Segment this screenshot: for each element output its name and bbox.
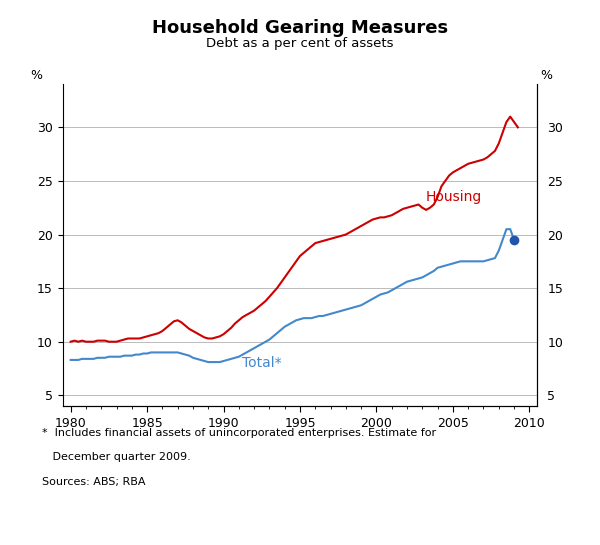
Text: Household Gearing Measures: Household Gearing Measures xyxy=(152,19,448,37)
Text: %: % xyxy=(540,69,552,82)
Text: Housing: Housing xyxy=(425,190,482,204)
Text: Debt as a per cent of assets: Debt as a per cent of assets xyxy=(206,37,394,50)
Text: %: % xyxy=(30,69,42,82)
Text: *  Includes financial assets of unincorporated enterprises. Estimate for: * Includes financial assets of unincorpo… xyxy=(42,428,436,438)
Text: December quarter 2009.: December quarter 2009. xyxy=(42,452,191,462)
Text: Sources: ABS; RBA: Sources: ABS; RBA xyxy=(42,477,146,487)
Text: Total*: Total* xyxy=(242,356,281,370)
